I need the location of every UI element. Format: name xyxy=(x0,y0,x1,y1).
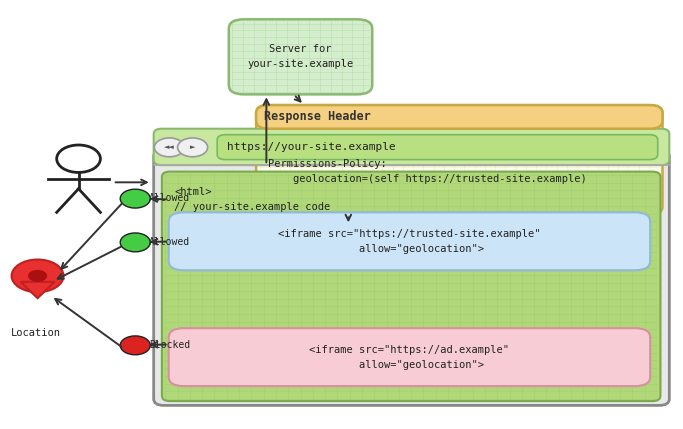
Text: Allowed: Allowed xyxy=(149,193,190,203)
Circle shape xyxy=(120,336,150,355)
Text: https://your-site.example: https://your-site.example xyxy=(227,142,396,152)
Text: Permissions-Policy:
    geolocation=(self https://trusted-site.example): Permissions-Policy: geolocation=(self ht… xyxy=(268,159,587,184)
Text: ◄◄: ◄◄ xyxy=(164,145,175,150)
Circle shape xyxy=(28,270,47,282)
Circle shape xyxy=(178,138,208,157)
Text: <iframe src="https://ad.example"
    allow="geolocation">: <iframe src="https://ad.example" allow="… xyxy=(309,345,510,369)
Text: ►: ► xyxy=(190,145,195,150)
Text: Server for
your-site.example: Server for your-site.example xyxy=(247,45,354,69)
FancyBboxPatch shape xyxy=(169,328,650,386)
Circle shape xyxy=(12,260,64,292)
Circle shape xyxy=(120,189,150,208)
Circle shape xyxy=(154,138,184,157)
Text: Allowed: Allowed xyxy=(149,237,190,247)
FancyBboxPatch shape xyxy=(256,105,663,214)
FancyBboxPatch shape xyxy=(154,129,669,165)
FancyBboxPatch shape xyxy=(217,135,658,160)
Text: Blocked: Blocked xyxy=(149,340,190,350)
FancyBboxPatch shape xyxy=(229,19,372,94)
Text: Response Header: Response Header xyxy=(264,110,371,124)
Text: <iframe src="https://trusted-site.example"
    allow="geolocation">: <iframe src="https://trusted-site.exampl… xyxy=(278,229,541,254)
FancyBboxPatch shape xyxy=(154,150,669,405)
Text: <html>
// your-site.example code: <html> // your-site.example code xyxy=(174,187,331,212)
FancyBboxPatch shape xyxy=(169,212,650,270)
Polygon shape xyxy=(20,282,55,298)
FancyBboxPatch shape xyxy=(256,105,663,129)
FancyBboxPatch shape xyxy=(162,172,660,401)
Circle shape xyxy=(120,233,150,252)
Text: Location: Location xyxy=(11,328,61,338)
